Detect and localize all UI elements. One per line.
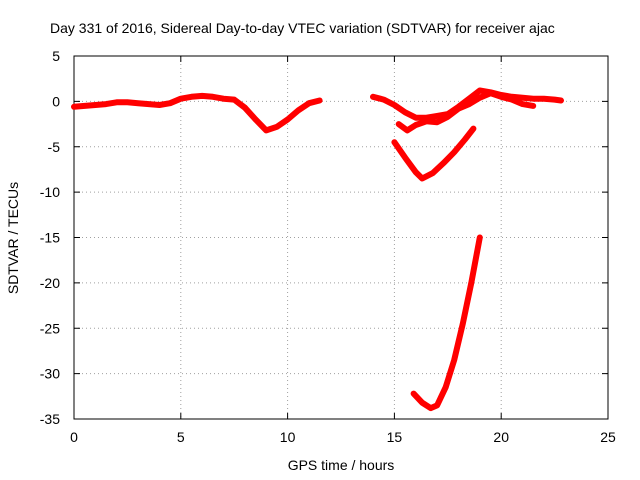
y-tick-label: 0 xyxy=(52,93,60,109)
series-arc-2 xyxy=(370,87,564,121)
grid-layer xyxy=(74,56,608,419)
y-tick-label: -15 xyxy=(40,230,60,246)
series-arc-4 xyxy=(391,125,477,182)
y-tick-label: -30 xyxy=(40,366,60,382)
y-tick-label: -10 xyxy=(40,184,60,200)
y-axis-label: SDTVAR / TECUs xyxy=(5,182,21,294)
series-arc-1 xyxy=(71,92,323,134)
x-tick-label: 0 xyxy=(70,429,78,445)
x-axis-label: GPS time / hours xyxy=(288,457,395,473)
series-arc-5 xyxy=(410,234,483,412)
y-tick-labels: 5 0 -5 -10 -15 -20 -25 -30 -35 xyxy=(40,48,60,427)
x-tick-label: 15 xyxy=(387,429,403,445)
series-arc-3 xyxy=(395,90,537,134)
tick-layer xyxy=(73,55,609,420)
x-tick-label: 20 xyxy=(493,429,509,445)
chart-title: Day 331 of 2016, Sidereal Day-to-day VTE… xyxy=(50,20,555,36)
y-tick-label: -20 xyxy=(40,275,60,291)
y-tick-label: -25 xyxy=(40,320,60,336)
y-tick-label: -5 xyxy=(48,139,61,155)
y-tick-label: -35 xyxy=(40,411,60,427)
x-tick-labels: 0 5 10 15 20 25 xyxy=(70,429,616,445)
x-tick-label: 10 xyxy=(280,429,296,445)
x-tick-label: 5 xyxy=(177,429,185,445)
series-layer xyxy=(71,87,564,412)
x-tick-label: 25 xyxy=(600,429,616,445)
y-tick-label: 5 xyxy=(52,48,60,64)
